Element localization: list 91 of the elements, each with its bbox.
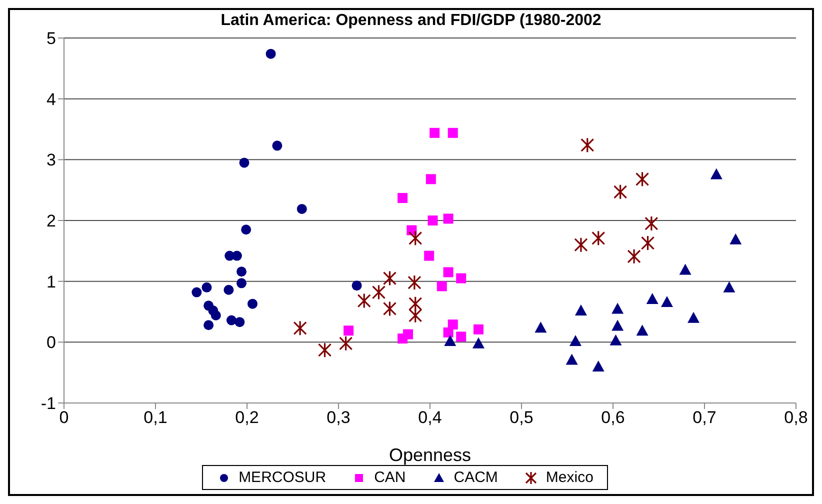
y-tick-label: -1 [40, 394, 56, 414]
point [296, 204, 307, 214]
x-tick-label: 0,8 [784, 408, 808, 428]
point [646, 292, 658, 304]
y-tick-label: 5 [46, 29, 56, 48]
point [592, 360, 604, 372]
point [569, 334, 582, 346]
point [266, 48, 276, 59]
point [344, 326, 354, 336]
point [339, 336, 353, 352]
x-tick-label: 0,1 [144, 408, 168, 428]
point [614, 184, 628, 200]
point [574, 237, 588, 253]
point [403, 329, 414, 340]
point [580, 137, 594, 153]
point [679, 264, 692, 275]
point [534, 322, 547, 333]
point [424, 250, 434, 261]
point [456, 332, 466, 342]
point [382, 270, 397, 286]
point [456, 273, 466, 284]
point [444, 334, 456, 346]
legend-label: Mexico [544, 469, 594, 486]
point [473, 324, 484, 334]
legend-label: MERCOSUR [238, 469, 326, 486]
y-tick-label: 4 [46, 90, 56, 109]
point [234, 317, 245, 328]
point [372, 284, 386, 300]
point [226, 315, 236, 326]
y-tick-label: 0 [46, 333, 56, 352]
point [241, 224, 252, 235]
point [426, 174, 436, 184]
point [592, 230, 606, 246]
point [272, 140, 282, 151]
point [640, 235, 655, 251]
point [357, 293, 371, 309]
point [408, 230, 422, 246]
point [192, 287, 202, 298]
legend-label: CACM [452, 469, 498, 486]
point [660, 296, 673, 308]
point [236, 266, 247, 277]
point [688, 312, 700, 323]
point [428, 216, 438, 226]
point [236, 278, 247, 288]
x-tick-label: 0,7 [692, 408, 716, 428]
point [610, 334, 622, 346]
x-tick-label: 0,5 [510, 408, 534, 428]
y-tick-label: 3 [46, 150, 56, 170]
point [430, 128, 440, 138]
y-tick-label: 2 [46, 212, 56, 231]
point [352, 280, 362, 291]
point [204, 320, 214, 330]
point [627, 248, 641, 264]
point [224, 284, 234, 295]
point [612, 320, 624, 331]
point [636, 324, 648, 336]
point [408, 296, 422, 312]
point [408, 274, 422, 290]
point [443, 214, 454, 224]
point [224, 250, 235, 261]
x-tick-label: 0,2 [235, 408, 259, 428]
point [398, 192, 408, 203]
point [443, 327, 454, 338]
point [612, 302, 624, 314]
point [723, 281, 736, 292]
legend-label: CAN [373, 469, 406, 486]
x-tick-label: 0,6 [601, 408, 625, 428]
point [408, 308, 422, 324]
point [635, 171, 650, 187]
chart-title: Latin America: Openness and FDI/GDP (1980-2002 [220, 12, 602, 29]
point [730, 233, 742, 244]
point [210, 310, 221, 320]
x-tick-label: 0 [59, 408, 69, 428]
x-axis-title: Openness [388, 445, 472, 465]
x-tick-label: 0,3 [326, 408, 350, 428]
point [293, 320, 307, 336]
point [443, 267, 454, 278]
y-tick-label: 1 [46, 272, 56, 292]
point [318, 342, 332, 358]
point [382, 300, 397, 317]
point [472, 337, 484, 348]
point [710, 168, 722, 180]
point [247, 298, 258, 309]
point [448, 128, 458, 138]
point [202, 282, 212, 292]
point [566, 354, 578, 365]
x-tick-label: 0,4 [418, 408, 442, 428]
point [574, 304, 587, 316]
point [239, 158, 250, 168]
point [644, 216, 658, 232]
point [436, 281, 447, 292]
